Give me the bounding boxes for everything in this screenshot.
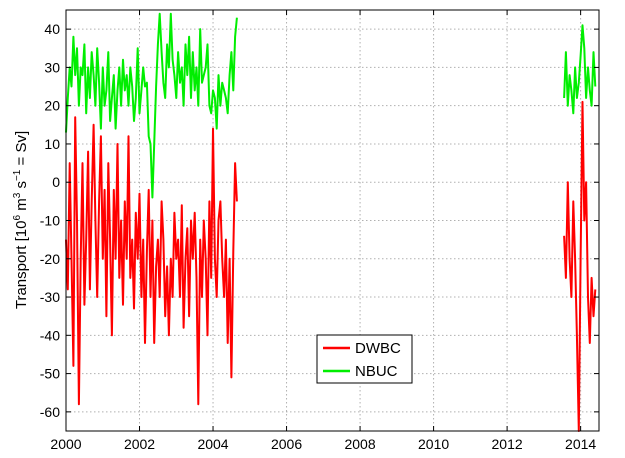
- legend-label-nbuc: NBUC: [355, 363, 398, 380]
- series-line-dwbc: [563, 100, 597, 432]
- legend-box: [316, 334, 413, 384]
- y-tick-label: 10: [44, 136, 60, 152]
- ticks: [65, 10, 599, 431]
- legend: DWBC NBUC: [316, 334, 413, 384]
- y-tick-label: -30: [40, 289, 60, 305]
- x-tick-label: 2000: [50, 436, 81, 452]
- y-tick-label: -40: [40, 327, 60, 343]
- x-tick-label: 2008: [344, 436, 375, 452]
- x-tick-label: 2006: [271, 436, 302, 452]
- y-tick-label: 40: [44, 21, 60, 37]
- x-tick-label: 2002: [124, 436, 155, 452]
- y-tick-label: 20: [44, 98, 60, 114]
- y-tick-label: 0: [52, 174, 60, 190]
- y-tick-label: -60: [40, 404, 60, 420]
- series-layer: [65, 12, 597, 432]
- x-tick-label: 2014: [565, 436, 596, 452]
- tick-labels: 2000 2002 2004 2006 2008 2010 2012 2014-60-50-4…: [40, 21, 597, 452]
- y-axis-label: Transport [106 m3 s−1 = Sv]: [12, 131, 30, 309]
- legend-label-dwbc: DWBC: [355, 340, 401, 357]
- y-tick-label: 30: [44, 59, 60, 75]
- x-tick-label: 2010: [418, 436, 449, 452]
- x-tick-label: 2012: [492, 436, 523, 452]
- grid: [66, 10, 599, 431]
- series-line-dwbc: [65, 116, 238, 406]
- y-tick-label: -20: [40, 251, 60, 267]
- y-tick-label: -50: [40, 366, 60, 382]
- x-tick-label: 2004: [197, 436, 228, 452]
- series-line-nbuc: [65, 12, 238, 199]
- y-tick-label: -10: [40, 213, 60, 229]
- series-line-nbuc: [563, 24, 597, 115]
